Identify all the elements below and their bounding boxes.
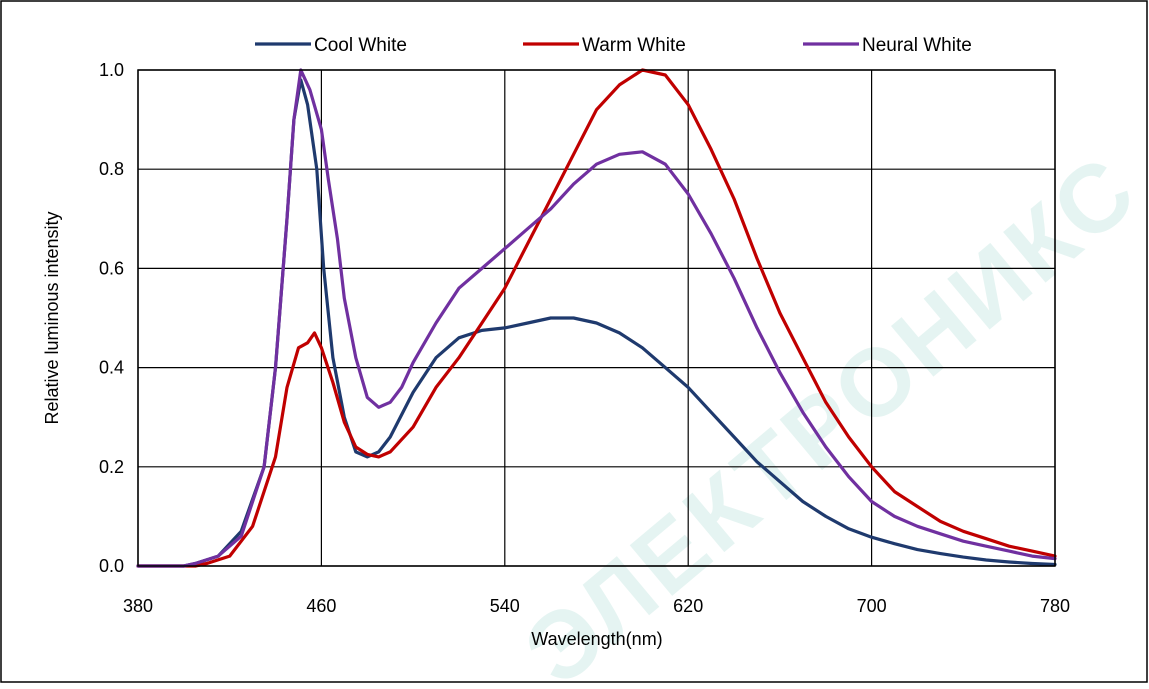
- legend-entry-label: Cool White: [314, 35, 407, 56]
- series-line-neural-white: [136, 68, 1057, 568]
- y-tick-label: 0.2: [99, 457, 124, 477]
- x-tick-label: 460: [306, 596, 336, 616]
- y-axis-ticks: 0.0 0.2 0.4 0.6 0.8 1.0: [99, 60, 124, 576]
- x-tick-label: 780: [1040, 596, 1070, 616]
- x-tick-label: 540: [490, 596, 520, 616]
- y-tick-label: 0.6: [99, 258, 124, 278]
- legend-entry-label: Warm White: [582, 35, 686, 56]
- x-tick-label: 380: [123, 596, 153, 616]
- x-axis-ticks: 380 460 540 620 700 780: [123, 596, 1070, 616]
- series-line-warm-white: [136, 68, 1057, 568]
- series-layer: [136, 68, 1057, 568]
- y-tick-label: 0.8: [99, 159, 124, 179]
- legend-entry-label: Neural White: [862, 35, 972, 56]
- plot-area: [137, 69, 1056, 567]
- y-tick-label: 1.0: [99, 60, 124, 80]
- x-axis-title: Wavelength(nm): [531, 629, 662, 649]
- y-tick-label: 0.4: [99, 358, 124, 378]
- x-tick-label: 620: [673, 596, 703, 616]
- y-axis-title: Relative luminous intensity: [42, 211, 62, 424]
- x-tick-label: 700: [857, 596, 887, 616]
- legend: Cool White Warm White Neural White: [255, 35, 972, 56]
- y-tick-label: 0.0: [99, 556, 124, 576]
